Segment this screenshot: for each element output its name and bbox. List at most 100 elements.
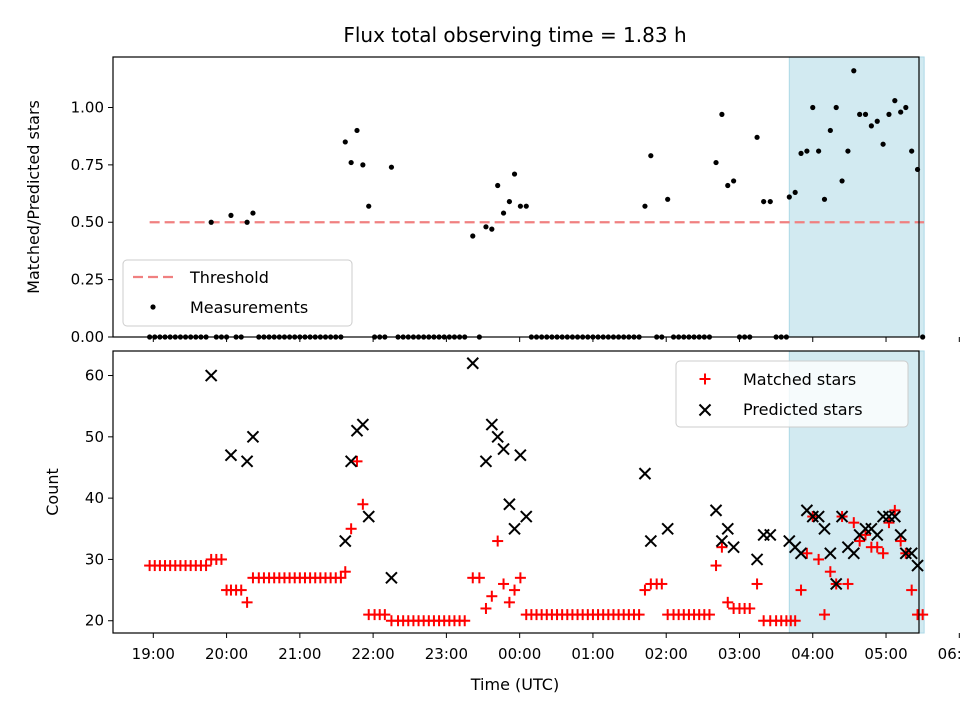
matched-star-point — [503, 596, 515, 608]
bottom-axes-frame — [112, 350, 920, 634]
matched-star-point — [906, 584, 918, 596]
matched-star-point — [335, 572, 347, 584]
top-y-tick-label: 0.00 — [71, 328, 104, 346]
x-tick-label: 01:00 — [571, 645, 614, 663]
measurement-point — [366, 203, 372, 209]
matched-star-point — [357, 498, 369, 510]
matched-star-point — [842, 578, 854, 590]
legend-threshold-label: Threshold — [189, 268, 269, 287]
predicted-star-point — [204, 369, 218, 382]
measurement-point — [511, 171, 518, 177]
matched-star-point — [509, 584, 521, 596]
measurement-point — [874, 118, 880, 124]
measurement-point — [810, 104, 816, 111]
top-highlight-span — [788, 56, 925, 338]
legend-predicted-label: Predicted stars — [743, 400, 863, 419]
matched-star-point — [818, 609, 830, 621]
measurement-point — [725, 182, 731, 189]
legend-predicted-marker — [698, 403, 712, 417]
matched-star-point — [795, 584, 807, 596]
predicted-star-point — [497, 442, 510, 456]
x-axis-label: Time (UTC) — [470, 675, 559, 694]
predicted-star-point — [876, 510, 890, 523]
measurement-point — [713, 159, 719, 166]
legend-measurements-label: Measurements — [190, 298, 308, 317]
matched-star-point — [514, 572, 526, 584]
chart-title: Flux total observing time = 1.83 h — [343, 23, 686, 47]
measurement-point — [761, 198, 767, 205]
predicted-star-point — [764, 528, 777, 542]
matched-star-point — [854, 535, 866, 547]
measurement-point — [767, 198, 773, 205]
measurement-point — [495, 182, 501, 189]
predicted-star-point — [224, 449, 238, 462]
matched-star-point — [200, 560, 212, 572]
predicted-star-point — [894, 528, 907, 542]
predicted-star-point — [485, 418, 499, 431]
top-y-tick-label: 0.25 — [71, 271, 104, 289]
predicted-star-point — [721, 522, 734, 535]
measurement-point — [862, 111, 869, 117]
measurement-point — [786, 194, 792, 200]
matched-star-point — [339, 566, 351, 578]
predicted-star-point — [806, 510, 819, 523]
predicted-star-point — [362, 510, 375, 523]
x-tick-label: 03:00 — [718, 645, 761, 663]
matched-star-point — [716, 541, 728, 553]
predicted-star-point — [829, 577, 843, 591]
measurement-point — [483, 224, 489, 230]
predicted-star-point — [888, 510, 902, 523]
predicted-star-point — [835, 510, 849, 523]
matched-star-point — [241, 596, 253, 608]
measurement-point — [342, 139, 348, 145]
predicted-star-point — [638, 467, 652, 480]
predicted-star-point — [847, 547, 860, 560]
bottom-legend-box — [675, 360, 909, 428]
predicted-star-point — [344, 455, 358, 468]
x-tick-label: 23:00 — [425, 645, 468, 663]
predicted-star-point — [727, 540, 740, 554]
predicted-star-point — [479, 455, 493, 468]
matched-star-point — [215, 553, 227, 565]
measurement-point — [798, 150, 804, 156]
top-panel: 0.00 0.25 0.50 0.75 1.00 Matched/Predicted s… — [24, 56, 960, 346]
top-legend-box — [122, 259, 353, 327]
top-axes-frame — [112, 56, 920, 338]
bottom-y-tick-label: 50 — [85, 428, 104, 446]
matched-star-point — [871, 541, 883, 553]
predicted-star-point — [466, 357, 479, 370]
x-tick-label: 20:00 — [205, 645, 248, 663]
predicted-star-point — [794, 547, 808, 560]
legend-matched-plus — [699, 373, 711, 385]
bottom-y-axis-label: Count — [43, 468, 62, 516]
predicted-star-point — [905, 547, 918, 560]
measurement-point — [500, 210, 507, 216]
measurement-point — [348, 159, 354, 166]
matched-star-point — [473, 572, 485, 584]
measurement-point — [833, 104, 839, 111]
predicted-star-point — [514, 449, 527, 462]
measurement-point — [851, 68, 857, 74]
predicted-star-point — [750, 553, 764, 566]
measurement-point — [489, 226, 495, 232]
predicted-star-point — [812, 510, 825, 523]
matched-star-point — [722, 596, 734, 608]
measurement-point — [642, 203, 648, 209]
x-tick-label: 02:00 — [645, 645, 688, 663]
matched-star-point — [351, 455, 363, 467]
measurement-point — [360, 162, 366, 168]
predicted-star-point — [491, 430, 504, 444]
predicted-star-point — [715, 534, 729, 548]
matched-star-point — [480, 602, 492, 614]
matched-star-point — [633, 609, 645, 621]
matched-star-point — [860, 529, 872, 541]
predicted-star-point — [859, 522, 872, 535]
matched-star-point — [656, 578, 668, 590]
matched-star-point — [486, 590, 498, 602]
predicted-star-point — [824, 547, 837, 560]
measurement-point — [909, 148, 915, 154]
measurement-point — [506, 198, 513, 205]
x-tick-label: 22:00 — [352, 645, 395, 663]
x-tick-label: 21:00 — [278, 645, 321, 663]
